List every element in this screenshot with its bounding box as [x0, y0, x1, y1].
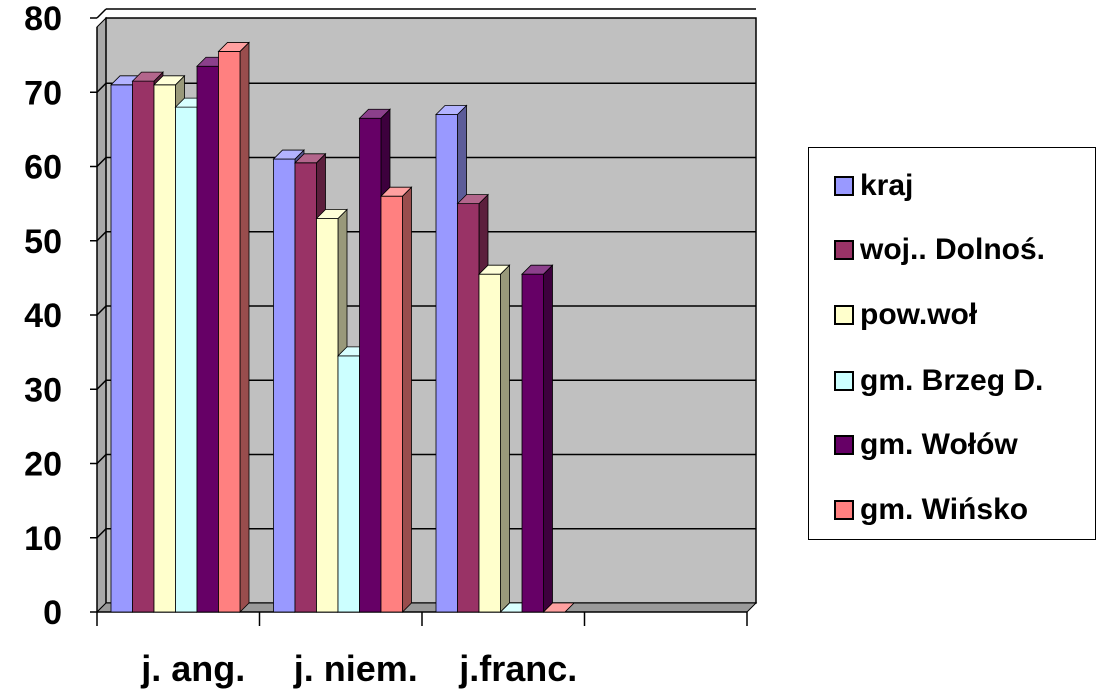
y-tick-label: 50: [24, 223, 62, 261]
legend-label: gm. Wołów: [860, 428, 1018, 461]
legend-swatch: [834, 500, 854, 520]
legend-label: gm. Wińsko: [860, 493, 1029, 526]
y-tick-label: 20: [24, 446, 62, 484]
legend-item: gm. Brzeg D.: [834, 364, 1043, 398]
gridline-side: [96, 82, 107, 93]
bar: [380, 186, 413, 613]
gridline-side: [96, 305, 107, 316]
bar: [217, 41, 250, 613]
legend-item: kraj: [834, 169, 913, 203]
y-tick-label: 10: [24, 520, 62, 558]
legend-swatch: [834, 305, 854, 325]
legend-swatch: [834, 435, 854, 455]
gridline-side: [96, 8, 107, 19]
y-tick-label: 30: [24, 371, 62, 409]
legend-swatch: [834, 176, 854, 196]
legend-label: gm. Brzeg D.: [860, 364, 1044, 397]
legend-swatch: [834, 371, 854, 391]
x-category-label: j. niem.: [293, 648, 418, 689]
x-category-label: j. ang.: [140, 648, 245, 689]
legend-swatch: [834, 240, 854, 260]
legend-label: kraj: [860, 169, 914, 202]
plot-wall: [97, 18, 756, 612]
bar: [542, 602, 575, 613]
y-tick-label: 60: [24, 149, 62, 187]
legend-item: woj.. Dolnoś.: [834, 233, 1045, 267]
gridline-side: [96, 156, 107, 168]
y-tick-label: 70: [24, 74, 62, 112]
legend: kraj woj.. Dolnoś. pow.woł gm. Brzeg D. gm. …: [808, 147, 1096, 540]
gridline-side: [96, 528, 107, 539]
legend-item: gm. Wołów: [834, 428, 1018, 462]
legend-item: pow.woł: [834, 298, 977, 332]
legend-item: gm. Wińsko: [834, 493, 1028, 527]
gridline-side: [96, 379, 107, 390]
y-tick-label: 40: [24, 297, 62, 335]
gridline-side: [96, 453, 107, 465]
y-tick-label: 80: [24, 0, 62, 38]
bar: [521, 264, 554, 613]
legend-label: pow.woł: [860, 298, 978, 331]
gridline-side: [96, 231, 107, 242]
x-category-label: j.franc.: [458, 648, 577, 689]
bar: [478, 264, 511, 613]
plot-side-wall: [96, 16, 107, 614]
legend-label: woj.. Dolnoś.: [860, 233, 1045, 266]
y-tick-label: 0: [43, 594, 62, 632]
